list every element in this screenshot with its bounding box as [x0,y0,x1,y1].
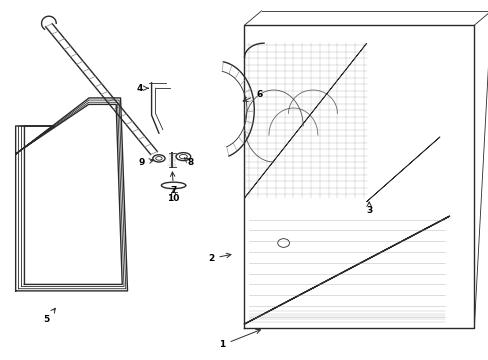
Text: 1: 1 [219,329,260,349]
Text: 7: 7 [170,172,177,195]
Ellipse shape [155,157,162,160]
Text: 3: 3 [366,202,371,215]
Ellipse shape [179,154,187,159]
Text: 6: 6 [243,90,262,102]
Ellipse shape [176,153,190,161]
Text: 9: 9 [138,158,153,167]
Text: 4: 4 [136,84,148,93]
Text: 8: 8 [184,158,193,167]
Ellipse shape [161,182,185,189]
Ellipse shape [152,155,165,162]
Text: 10: 10 [167,189,180,203]
Text: 2: 2 [208,253,230,263]
Text: 5: 5 [43,308,55,324]
